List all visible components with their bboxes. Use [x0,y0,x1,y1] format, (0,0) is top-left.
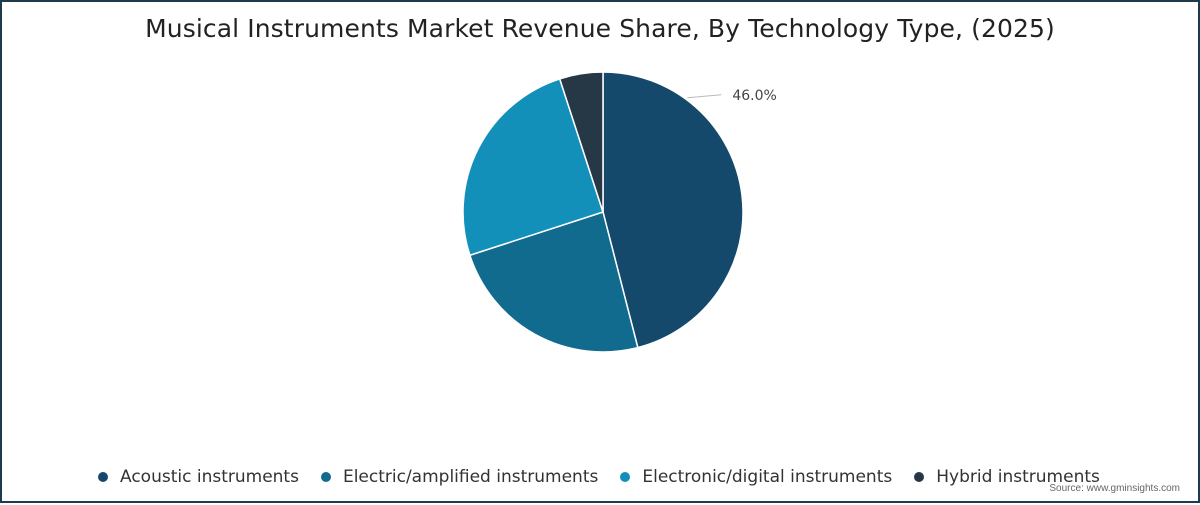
data-label-leader-acoustic [687,94,722,99]
legend-label-electric: Electric/amplified instruments [342,467,599,487]
pie-slice-hybrid[interactable] [558,71,604,213]
legend-item-hybrid[interactable]: Hybrid instruments [914,467,1100,487]
legend-marker-hybrid [914,472,925,482]
legend-item-electric[interactable]: Electric/amplified instruments [320,467,599,487]
legend-label-acoustic: Acoustic instruments [120,467,299,487]
legend-marker-electric [320,472,331,482]
data-label-acoustic: 46.0% [732,88,776,104]
legend: Acoustic instruments Electric/amplified … [98,467,1122,487]
legend-marker-acoustic [98,472,108,482]
legend-marker-electronic [620,472,631,482]
chart-title: Musical Instruments Market Revenue Share… [145,14,1055,43]
legend-label-electronic: Electronic/digital instruments [642,467,893,487]
source-note: Source: www.gminsights.com [1049,483,1180,494]
pie-slice-acoustic[interactable] [602,71,744,349]
pie-slice-electronic[interactable] [462,77,604,257]
pie-slice-electric[interactable] [468,211,639,353]
legend-item-acoustic[interactable]: Acoustic instruments [98,467,299,487]
legend-item-electronic[interactable]: Electronic/digital instruments [620,467,892,487]
legend-label-hybrid: Hybrid instruments [936,467,1100,487]
